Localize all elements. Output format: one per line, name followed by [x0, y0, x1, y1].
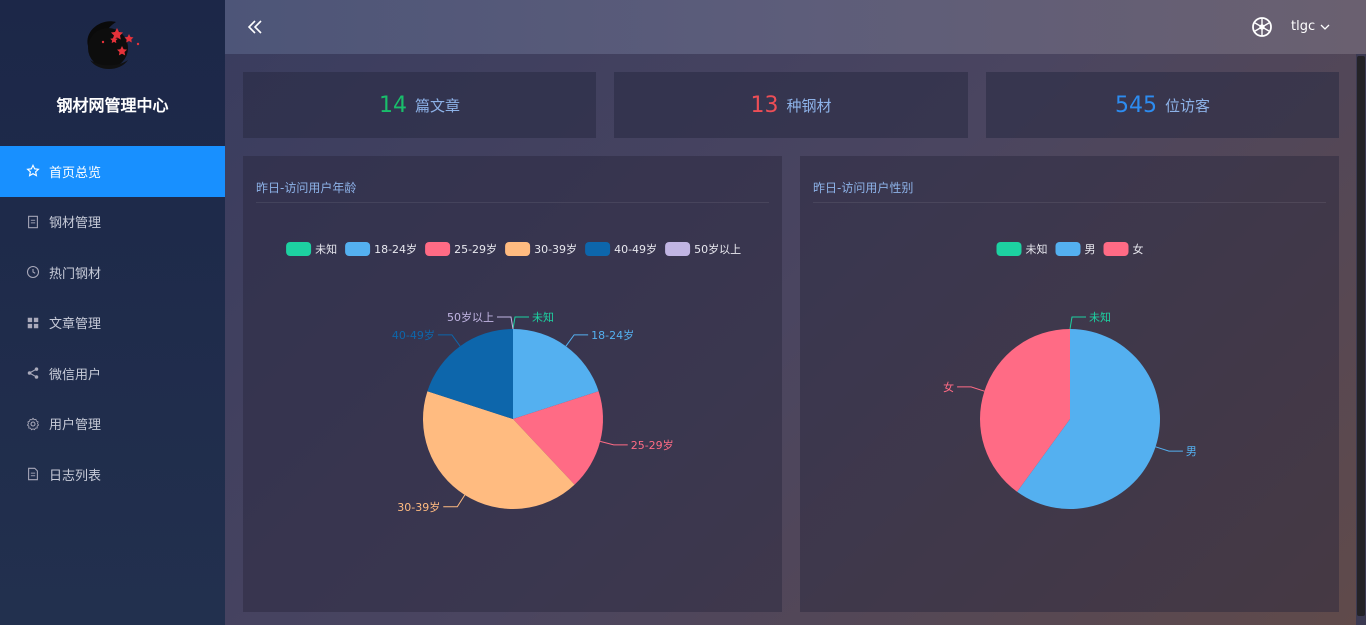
panel-title: 昨日-访问用户年龄: [256, 181, 357, 195]
pie-slice-1[interactable]: [1017, 329, 1160, 509]
pie-label-2: 25-29岁: [631, 438, 674, 452]
logo: [80, 16, 146, 76]
stat-card-visitors: 545 位访客: [986, 72, 1339, 138]
legend-swatch-5[interactable]: [665, 242, 691, 256]
stat-label: 位访客: [1164, 96, 1210, 115]
legend-label-0[interactable]: 未知: [315, 242, 337, 256]
legend-swatch-3[interactable]: [505, 242, 531, 256]
legend-label-2[interactable]: 女: [1133, 242, 1144, 256]
age-chart-panel: 昨日-访问用户年龄 未知 18-24岁 25-29岁 30-39岁 40-49岁 50岁以…: [243, 156, 782, 612]
brand-title: 钢材网管理中心: [56, 96, 169, 115]
document-icon: [25, 214, 41, 230]
label-line-1: [565, 334, 589, 347]
stat-value: 545: [1114, 92, 1157, 118]
stat-card-steel: 13 种钢材: [614, 72, 968, 138]
sidebar: 钢材网管理中心 首页总览 钢材管理 热门钢材 文章管理: [0, 0, 225, 625]
label-line-0: [1069, 316, 1086, 330]
label-line-4: [437, 334, 461, 347]
clock-icon: [25, 264, 41, 280]
collapse-sidebar-icon[interactable]: [245, 17, 265, 37]
scrollbar-thumb[interactable]: [1357, 56, 1365, 616]
label-line-2: [600, 440, 628, 446]
legend-swatch-1[interactable]: [345, 242, 371, 256]
pie-label-0: 未知: [1089, 310, 1111, 324]
legend-swatch-4[interactable]: [585, 242, 611, 256]
gear-icon: [25, 416, 41, 432]
legend-label-5[interactable]: 50岁以上: [694, 242, 741, 256]
pie-slice-1[interactable]: [513, 329, 599, 419]
pie-label-1: 男: [1186, 445, 1197, 458]
sidebar-item-wechat-users[interactable]: 微信用户: [0, 348, 225, 399]
username: tlgc: [1291, 19, 1316, 34]
legend-label-3[interactable]: 30-39岁: [534, 242, 577, 256]
stat-value: 13: [750, 92, 779, 118]
sidebar-item-overview[interactable]: 首页总览: [0, 146, 225, 197]
stat-label: 种钢材: [786, 96, 832, 115]
pie-label-2: 女: [943, 380, 954, 394]
stat-card-articles: 14 篇文章: [243, 72, 596, 138]
legend-swatch-0[interactable]: [286, 242, 312, 256]
sidebar-item-label: 钢材管理: [49, 216, 102, 232]
top-header: tlgc: [225, 0, 1366, 54]
gender-pie-chart: 未知男女未知男女: [943, 242, 1197, 509]
pie-label-1: 18-24岁: [591, 328, 634, 342]
panel-title: 昨日-访问用户性别: [813, 181, 914, 195]
file-list-icon: [25, 466, 41, 482]
sidebar-item-label: 用户管理: [49, 418, 102, 434]
sidebar-item-hot-steel[interactable]: 热门钢材: [0, 247, 225, 298]
star-icon: [25, 163, 41, 179]
sidebar-item-articles[interactable]: 文章管理: [0, 298, 225, 349]
label-line-1: [1155, 446, 1183, 452]
chevron-down-icon: [1320, 24, 1330, 30]
pie-label-4: 40-49岁: [392, 328, 435, 342]
pie-label-3: 30-39岁: [397, 500, 440, 514]
sidebar-item-label: 日志列表: [49, 468, 102, 484]
label-line-2: [957, 386, 985, 392]
pie-slice-3[interactable]: [423, 391, 575, 510]
legend-label-2[interactable]: 25-29岁: [454, 242, 497, 256]
legend-label-0[interactable]: 未知: [1026, 242, 1048, 256]
legend-swatch-1[interactable]: [1055, 242, 1081, 256]
user-dropdown[interactable]: tlgc: [1291, 19, 1330, 34]
sidebar-item-label: 首页总览: [49, 165, 102, 181]
legend-swatch-2[interactable]: [1103, 242, 1129, 256]
pie-label-0: 未知: [532, 310, 554, 324]
sidebar-menu: 首页总览 钢材管理 热门钢材 文章管理 微信用户: [0, 146, 225, 500]
label-line-0: [512, 316, 529, 330]
sidebar-item-steel[interactable]: 钢材管理: [0, 197, 225, 248]
legend-swatch-0[interactable]: [996, 242, 1022, 256]
stat-value: 14: [378, 92, 407, 118]
pie-slice-2[interactable]: [980, 329, 1070, 492]
grid-icon: [25, 315, 41, 331]
pie-slice-2[interactable]: [513, 391, 603, 485]
legend-label-1[interactable]: 男: [1085, 243, 1096, 256]
legend-swatch-2[interactable]: [425, 242, 451, 256]
label-line-3: [443, 494, 466, 508]
sidebar-item-label: 微信用户: [49, 367, 102, 383]
settings-wheel-icon[interactable]: [1251, 16, 1273, 38]
pie-label-5: 50岁以上: [447, 310, 494, 324]
stat-label: 篇文章: [414, 96, 460, 115]
pie-slice-4[interactable]: [427, 329, 513, 419]
sidebar-item-logs[interactable]: 日志列表: [0, 449, 225, 500]
sidebar-item-user-management[interactable]: 用户管理: [0, 399, 225, 450]
gender-chart-panel: 昨日-访问用户性别 未知男女未知男女: [800, 156, 1339, 612]
age-pie-chart: 未知 18-24岁 25-29岁 30-39岁 40-49岁 50岁以上未知18-24岁2…: [286, 242, 741, 514]
sidebar-item-label: 文章管理: [49, 317, 102, 333]
share-icon: [25, 365, 41, 381]
legend-label-4[interactable]: 40-49岁: [614, 242, 657, 256]
label-line-5: [497, 316, 514, 330]
divider: [256, 202, 769, 203]
legend-label-1[interactable]: 18-24岁: [374, 242, 417, 256]
divider: [813, 202, 1326, 203]
sidebar-item-label: 热门钢材: [49, 266, 102, 282]
